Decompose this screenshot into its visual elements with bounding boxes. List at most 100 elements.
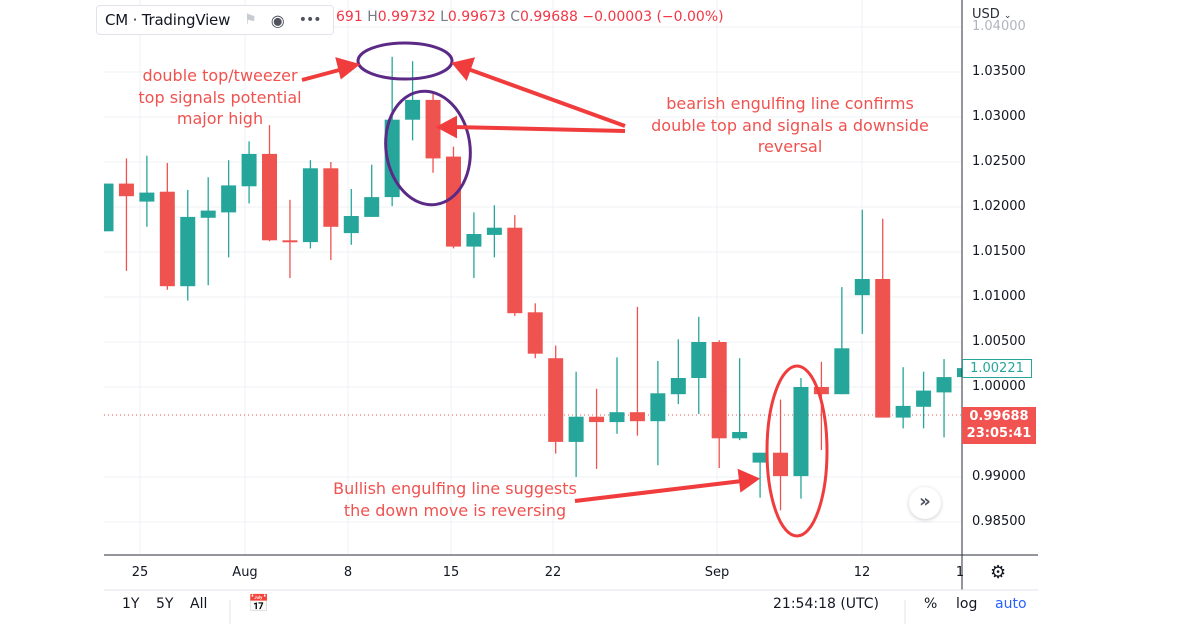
candle-sep-2: [732, 358, 748, 441]
candle-aug-26: [629, 306, 645, 436]
candle-body: [527, 312, 543, 354]
candle-body: [650, 393, 666, 422]
candle-body: [425, 99, 441, 159]
last-price: 0.99688: [969, 409, 1029, 424]
arrow-head: [451, 57, 476, 81]
price-tick: 1.00500: [972, 334, 1026, 349]
candle-jul-27: [180, 189, 196, 301]
annotation-line: double top and signals a downside: [651, 115, 929, 135]
candle-body: [895, 405, 911, 418]
candle-body: [507, 227, 523, 314]
time-tick: Aug: [232, 565, 258, 580]
percent-toggle[interactable]: %: [924, 596, 938, 612]
time-tick: 8: [343, 565, 353, 580]
currency-selector[interactable]: USD ⌄: [972, 7, 1011, 22]
range-5y[interactable]: 5Y: [156, 596, 174, 612]
candle-sep-12: [854, 209, 870, 334]
auto-toggle[interactable]: auto: [995, 596, 1027, 612]
candle-body: [486, 227, 502, 235]
log-toggle[interactable]: log: [956, 596, 978, 612]
candle-body: [670, 378, 686, 395]
candle-aug-30: [670, 339, 686, 405]
arrow-bearish-top: [467, 67, 626, 128]
candle-aug-18: [507, 215, 523, 316]
candle-body: [691, 342, 707, 378]
price-tick: 0.99000: [972, 469, 1026, 484]
time-tick: 12: [853, 565, 871, 580]
range-all[interactable]: All: [190, 596, 208, 612]
flag-icon[interactable]: ⚑: [244, 12, 257, 28]
bar-countdown: 23:05:41: [966, 426, 1032, 441]
range-1y[interactable]: 1Y: [122, 596, 140, 612]
more-icon[interactable]: •••: [298, 12, 322, 28]
candle-body: [118, 183, 134, 197]
candle-body: [936, 377, 952, 393]
candle-aug-25: [609, 357, 625, 434]
candle-aug-10: [384, 56, 400, 207]
candle-aug-29: [650, 360, 666, 466]
candle-aug-9: [364, 164, 380, 217]
candle-aug-19: [527, 303, 543, 359]
candle-sep-14: [895, 367, 911, 429]
candle-sep-15: [916, 371, 932, 429]
eye-icon[interactable]: ◉: [270, 10, 285, 30]
annotation-line: top signals potential: [138, 87, 302, 107]
candle-body: [629, 412, 645, 422]
price-tick: 1.02000: [972, 199, 1026, 214]
candle-aug-22: [548, 345, 564, 454]
settings-gear-icon[interactable]: ⚙: [990, 562, 1007, 583]
low-key: L: [440, 9, 448, 25]
candle-aug-1: [241, 141, 257, 204]
candle-body: [282, 240, 298, 243]
candle-body: [200, 210, 216, 218]
candle-jul-29: [221, 160, 237, 258]
candle-body: [139, 192, 155, 202]
candle-body: [343, 216, 359, 234]
price-tick: 0.98500: [972, 514, 1026, 529]
candle-body: [916, 390, 932, 407]
candle-sep-13: [875, 218, 891, 418]
open-value: 691: [336, 9, 363, 25]
annotation-bearish: bearish engulfing line confirms double t…: [651, 93, 929, 158]
time-tick: 25: [131, 565, 149, 580]
arrow-bullish: [574, 479, 743, 503]
go-to-date-icon[interactable]: 📅: [248, 594, 270, 614]
high-value: 0.99732: [377, 9, 436, 25]
annotation-line: double top/tweezer: [142, 66, 298, 85]
candle-aug-24: [589, 388, 605, 469]
candle-aug-23: [568, 371, 584, 477]
annotation-line: reversal: [757, 137, 823, 156]
arrow-bearish-candle: [452, 125, 626, 133]
price-tick: 1.01000: [972, 289, 1026, 304]
candle-aug-31: [691, 316, 707, 414]
candle-aug-8: [343, 189, 359, 245]
annotation-line: the down move is reversing: [343, 500, 567, 520]
candle-aug-12: [425, 93, 441, 173]
candle-aug-11: [405, 61, 421, 141]
double-top-ellipse: [356, 41, 454, 81]
low-value: 0.99673: [447, 9, 506, 25]
candle-body: [956, 368, 962, 378]
candle-sep-7: [793, 378, 809, 499]
candle-aug-5: [323, 162, 339, 261]
ohlc-readout: 691 H0.99732 L0.99673 C0.99688 −0.00003 …: [336, 9, 724, 25]
candle-sep-16: [936, 359, 952, 438]
scroll-to-realtime-button[interactable]: »: [909, 487, 941, 519]
candle-aug-2: [262, 125, 278, 242]
candle-jul-26: [159, 162, 175, 290]
candle-body: [364, 197, 380, 217]
clock-time[interactable]: 21:54:18 (UTC): [773, 596, 880, 612]
candle-body: [445, 156, 461, 247]
candle-body: [221, 185, 237, 213]
price-tick: 1.03500: [972, 64, 1026, 79]
candle-sep-9: [834, 287, 850, 395]
candle-sep-19: [956, 368, 962, 378]
candle-sep-5: [752, 452, 768, 498]
candle-body: [384, 119, 400, 198]
price-tick: 1.01500: [972, 244, 1026, 259]
close-key: C: [510, 9, 521, 25]
candle-sep-1: [711, 340, 727, 468]
symbol-legend[interactable]: CM · TradingView ⚑ ◉ •••: [96, 5, 334, 35]
chevron-down-icon: ⌄: [1003, 11, 1012, 21]
